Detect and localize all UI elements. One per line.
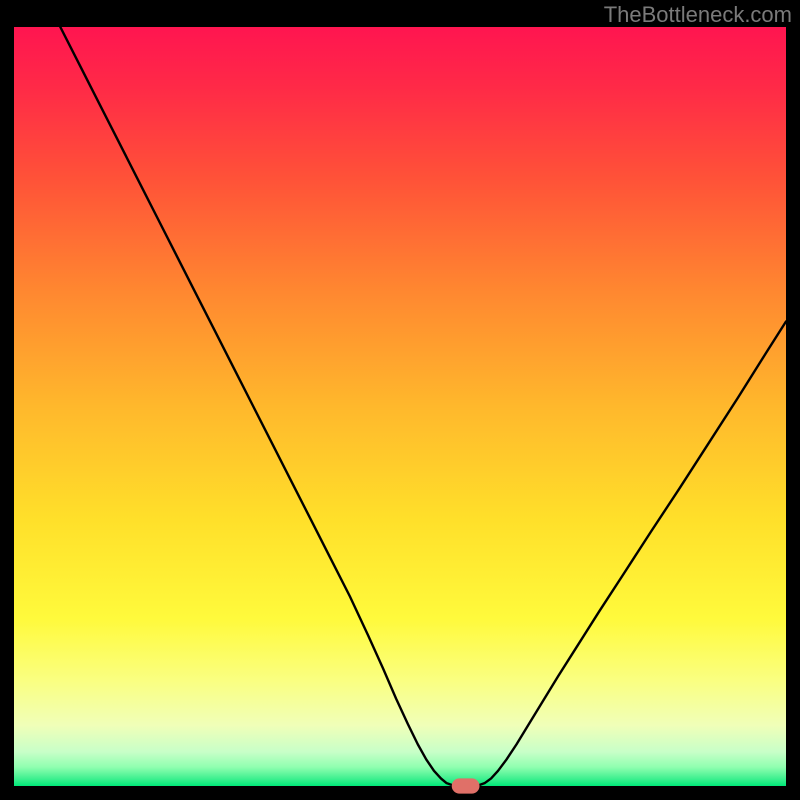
bottleneck-chart — [0, 0, 800, 800]
chart-wrapper: TheBottleneck.com — [0, 0, 800, 800]
optimum-marker — [452, 778, 480, 793]
watermark-text: TheBottleneck.com — [604, 2, 792, 28]
plot-background — [14, 27, 786, 786]
